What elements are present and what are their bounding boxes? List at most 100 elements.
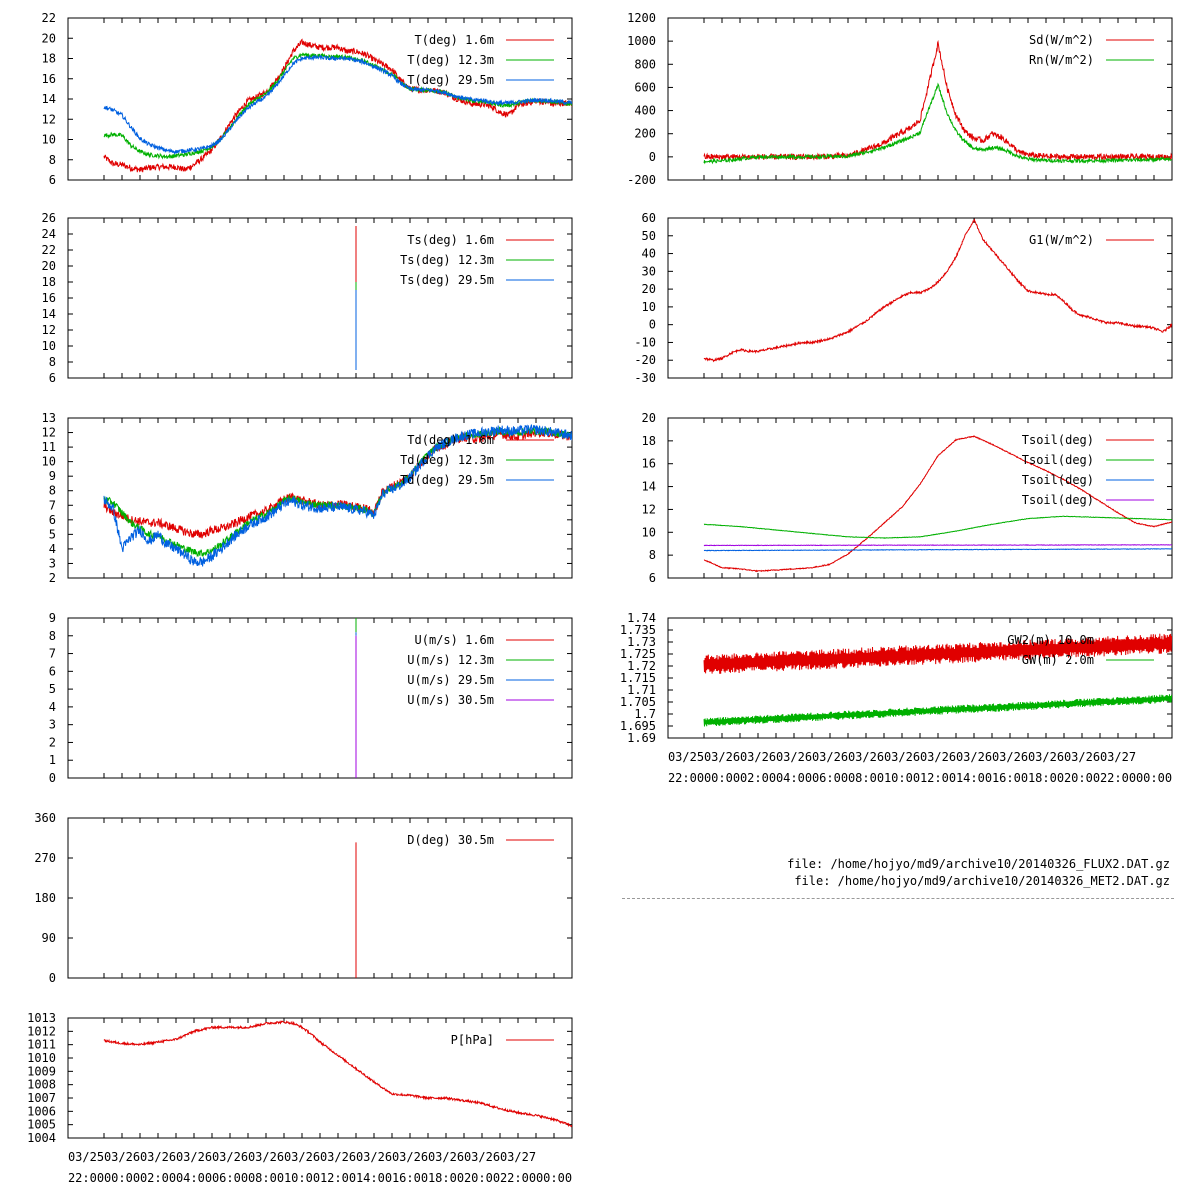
y-tick-label: 0: [649, 318, 656, 332]
x-tick-label-date: 03/26: [812, 750, 848, 764]
series-line: [103, 424, 572, 567]
y-tick-label: 22: [42, 243, 56, 257]
y-tick-label: 8: [49, 629, 56, 643]
y-tick-label: 6: [649, 571, 656, 585]
y-tick-label: 1013: [27, 1011, 56, 1025]
x-tick-label-date: 03/27: [500, 1150, 536, 1164]
x-tick-label-date: 03/26: [212, 1150, 248, 1164]
y-tick-label: 12: [642, 502, 656, 516]
x-tick-label-time: 16:00: [992, 771, 1028, 785]
y-tick-label: 16: [42, 291, 56, 305]
y-tick-label: 20: [42, 259, 56, 273]
y-tick-label: 360: [34, 811, 56, 825]
chart-GW: 1.691.6951.71.7051.711.7151.721.7251.731…: [620, 611, 1173, 785]
x-tick-label-date: 03/26: [464, 1150, 500, 1164]
x-tick-label-time: 22:00: [668, 771, 704, 785]
y-tick-label: 14: [42, 92, 56, 106]
y-tick-label: 1.73: [627, 635, 656, 649]
y-tick-label: 8: [49, 484, 56, 498]
legend-label: GW2(m) 10.0m: [1007, 633, 1094, 647]
y-tick-label: 24: [42, 227, 56, 241]
y-tick-label: 7: [49, 498, 56, 512]
y-tick-label: 1.7: [634, 707, 656, 721]
series-line: [703, 39, 1172, 162]
y-tick-label: 800: [634, 57, 656, 71]
x-tick-label-date: 03/26: [920, 750, 956, 764]
legend-label: Tsoil(deg): [1022, 493, 1094, 507]
y-tick-label: 1007: [27, 1091, 56, 1105]
x-tick-label-date: 03/26: [1028, 750, 1064, 764]
series-line: [103, 1020, 572, 1128]
y-tick-label: 1008: [27, 1078, 56, 1092]
x-tick-label-date: 03/26: [740, 750, 776, 764]
x-tick-label-date: 03/26: [176, 1150, 212, 1164]
series-line: [703, 218, 1172, 363]
legend-label: Tsoil(deg): [1022, 453, 1094, 467]
y-tick-label: 90: [42, 931, 56, 945]
y-tick-label: 1.725: [620, 647, 656, 661]
series-line: [703, 515, 1172, 539]
chart-Sd: -200 0 200 400 600 800 1000 1200 Sd(W/m^2) Rn(W/m…: [627, 11, 1173, 187]
y-tick-label: 18: [42, 275, 56, 289]
legend-label: Td(deg) 29.5m: [400, 473, 494, 487]
x-tick-label-time: 00:00: [104, 1171, 140, 1185]
y-tick-label: 600: [634, 80, 656, 94]
y-tick-label: 1.705: [620, 695, 656, 709]
chart-G1: -30 -20 -10 0 10 20 30 40 50 60 G1(W/m^2): [634, 211, 1173, 385]
y-tick-label: 3: [49, 556, 56, 570]
x-tick-label-time: 02:00: [740, 771, 776, 785]
y-tick-label: 1.735: [620, 623, 656, 637]
x-tick-label-time: 14:00: [956, 771, 992, 785]
y-tick-label: 3: [49, 718, 56, 732]
y-tick-label: 18: [642, 434, 656, 448]
y-tick-label: 180: [34, 891, 56, 905]
chart-D: 0 90 180 270 360 D(deg) 30.5m: [34, 811, 573, 985]
x-tick-label-date: 03/25: [68, 1150, 104, 1164]
y-tick-label: 20: [642, 282, 656, 296]
y-tick-label: 1004: [27, 1131, 56, 1145]
chart-Ts: 6 8 10 12 14 16 18 20 22 24 26 Ts(deg) 1.6m Ts(deg) …: [42, 211, 573, 385]
y-tick-label: 1.715: [620, 671, 656, 685]
y-tick-label: 6: [49, 173, 56, 187]
x-tick-label-time: 16:00: [392, 1171, 428, 1185]
x-tick-label-date: 03/26: [104, 1150, 140, 1164]
y-tick-label: 7: [49, 647, 56, 661]
series-line: [103, 428, 572, 539]
legend-label: D(deg) 30.5m: [407, 833, 494, 847]
x-tick-label-time: 06:00: [812, 771, 848, 785]
y-tick-label: 1.72: [627, 659, 656, 673]
legend-label: T(deg) 12.3m: [407, 53, 494, 67]
chart-Tsoil: 6 8 10 12 14 16 18 20 Tsoil(deg) Tsoil(deg) Tsoil(…: [642, 411, 1173, 585]
y-tick-label: 16: [642, 457, 656, 471]
x-tick-label-date: 03/26: [776, 750, 812, 764]
y-tick-label: 14: [42, 307, 56, 321]
chart-frame: [667, 417, 1173, 579]
x-tick-label-time: 18:00: [428, 1171, 464, 1185]
x-tick-label-date: 03/26: [320, 1150, 356, 1164]
y-tick-label: 270: [34, 851, 56, 865]
x-tick-label-time: 20:00: [464, 1171, 500, 1185]
y-tick-label: 6: [49, 513, 56, 527]
x-tick-label-time: 10:00: [284, 1171, 320, 1185]
y-tick-label: 1200: [627, 11, 656, 25]
y-tick-label: 8: [49, 153, 56, 167]
x-tick-label-time: 18:00: [1028, 771, 1064, 785]
plot-area: [703, 39, 1172, 165]
series-line: [703, 82, 1172, 165]
file-label-met: file: /home/hojyo/md9/archive10/20140326…: [794, 874, 1170, 888]
x-tick-label-time: 22:00: [500, 1171, 536, 1185]
x-tick-label-time: 22:00: [68, 1171, 104, 1185]
x-tick-label-time: 00:00: [704, 771, 740, 785]
y-tick-label: 5: [49, 682, 56, 696]
y-tick-label: 8: [649, 548, 656, 562]
x-tick-label-time: 06:00: [212, 1171, 248, 1185]
legend-label: U(m/s) 30.5m: [407, 693, 494, 707]
chart-frame: [67, 1017, 573, 1139]
series-line: [103, 426, 572, 558]
plot-area: [703, 435, 1172, 573]
legend-label: G1(W/m^2): [1029, 233, 1094, 247]
y-tick-label: 0: [49, 771, 56, 785]
chart-U: 0 1 2 3 4 5 6 7 8 9 U(m/s) 1.6m U(m/s) 12.3m U(m/s) …: [49, 611, 573, 785]
